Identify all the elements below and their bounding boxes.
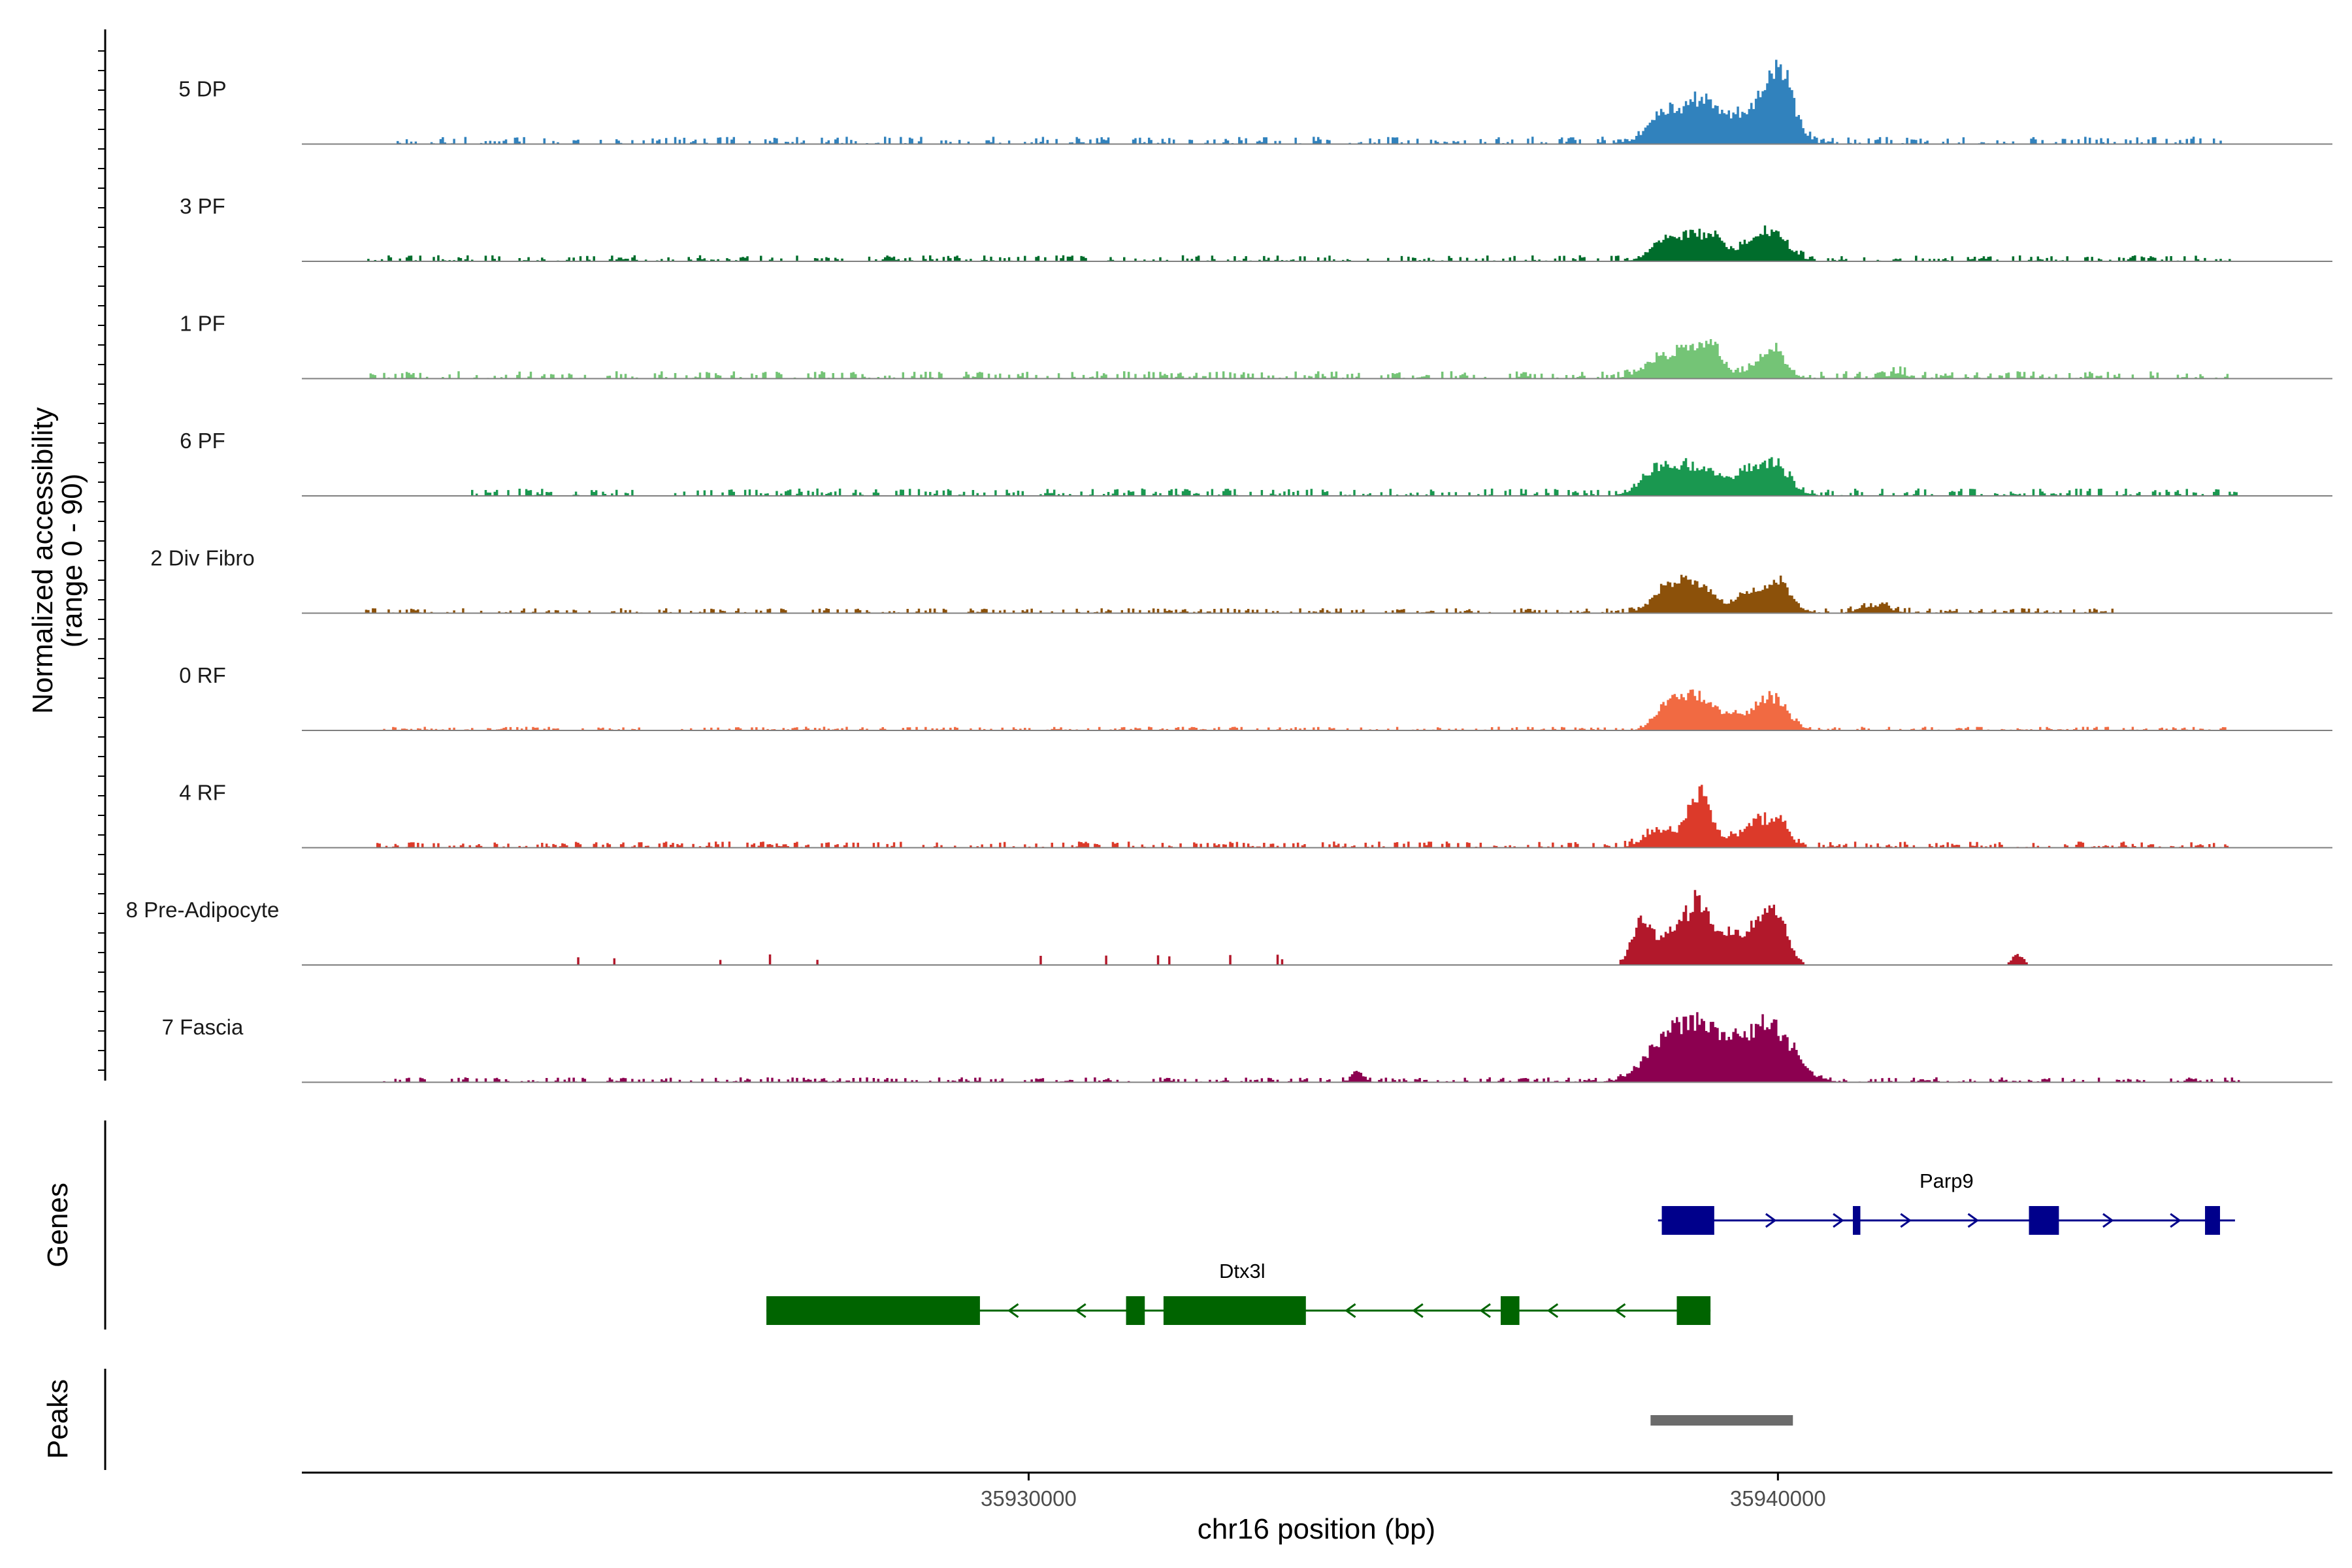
gene-label-dtx3l: Dtx3l (1219, 1260, 1266, 1282)
strand-arrow (1765, 1213, 1777, 1228)
track-1-pf (302, 339, 2332, 380)
coverage-area-1-pf (302, 339, 2332, 379)
coverage-area-6-pf (302, 457, 2332, 496)
gene-dtx3l: Dtx3l (766, 1260, 1711, 1325)
peak-regions (1650, 1415, 1793, 1426)
track-label-7-fascia: 7 Fascia (162, 1015, 244, 1039)
exon (1676, 1296, 1711, 1325)
peaks-panel: Peaks (42, 1369, 1793, 1470)
track-7-fascia (302, 1012, 2332, 1083)
exon (1126, 1296, 1145, 1325)
genes-panel: Genes Parp9 Dtx3l (42, 1120, 2235, 1330)
coverage-area-8-pre-adipocyte (302, 890, 2332, 965)
track-labels: 5 DP 3 PF 1 PF 6 PF 2 Div Fibro 0 RF 4 RF 8 Pre… (126, 77, 280, 1039)
strand-arrow (1412, 1303, 1424, 1318)
track-label-0-rf: 0 RF (179, 663, 226, 687)
coverage-area-4-rf (302, 785, 2332, 848)
gene-parp9: Parp9 (1658, 1169, 2235, 1235)
exon (1661, 1206, 1714, 1235)
coverage-area-5-dp (302, 59, 2332, 144)
exon (1500, 1296, 1520, 1325)
track-label-3-pf: 3 PF (180, 194, 225, 218)
strand-arrow (1900, 1213, 1912, 1228)
track-label-1-pf: 1 PF (180, 312, 225, 336)
exon (1853, 1206, 1861, 1235)
exon (766, 1296, 980, 1325)
x-tick-label: 35940000 (1730, 1486, 1826, 1511)
peaks-panel-title: Peaks (42, 1379, 74, 1459)
track-5-dp (302, 59, 2332, 145)
x-tick-label: 35930000 (981, 1486, 1077, 1511)
x-axis: 35930000 35940000 (302, 1471, 2332, 1511)
strand-arrow (1546, 1303, 1559, 1318)
gene-label-parp9: Parp9 (1919, 1169, 1974, 1192)
strand-arrow (2170, 1213, 2181, 1228)
x-axis-title: chr16 position (bp) (1198, 1513, 1435, 1545)
track-label-5-dp: 5 DP (178, 77, 226, 101)
peak-bar (1650, 1415, 1793, 1426)
coverage-area-3-pf (302, 225, 2332, 261)
y-axis-title-line2: (range 0 - 90) (56, 474, 88, 648)
track-6-pf (302, 457, 2332, 497)
track-8-pre-adipocyte (302, 890, 2332, 966)
track-3-pf (302, 225, 2332, 262)
coverage-area-0-rf (302, 689, 2332, 730)
gene-models: Parp9 Dtx3l (766, 1169, 2235, 1325)
track-label-8-pre-adipocyte: 8 Pre-Adipocyte (126, 898, 280, 922)
track-label-2-div-fibro: 2 Div Fibro (150, 546, 255, 570)
strand-arrow (1967, 1213, 1980, 1228)
y-axis-title-line1: Normalized accessibility (27, 407, 59, 713)
track-0-rf (302, 689, 2332, 731)
strand-arrow (1345, 1303, 1356, 1318)
coverage-area-2-div-fibro (302, 574, 2332, 613)
track-4-rf (302, 785, 2332, 849)
strand-arrow (1833, 1213, 1844, 1228)
track-label-4-rf: 4 RF (179, 781, 226, 805)
coverage-area-7-fascia (302, 1012, 2332, 1083)
track-label-6-pf: 6 PF (180, 429, 225, 453)
strand-arrow (1075, 1303, 1086, 1318)
genes-panel-title: Genes (42, 1183, 74, 1267)
track-2-div-fibro (302, 574, 2332, 614)
strand-arrow (1007, 1303, 1019, 1318)
exon (1163, 1296, 1306, 1325)
strand-arrow (1479, 1303, 1491, 1318)
strand-arrow (2102, 1213, 2114, 1228)
y-axis (98, 29, 106, 1081)
exon (2029, 1206, 2059, 1235)
exon (2205, 1206, 2220, 1235)
coverage-tracks (302, 59, 2332, 1083)
strand-arrow (1614, 1303, 1626, 1318)
